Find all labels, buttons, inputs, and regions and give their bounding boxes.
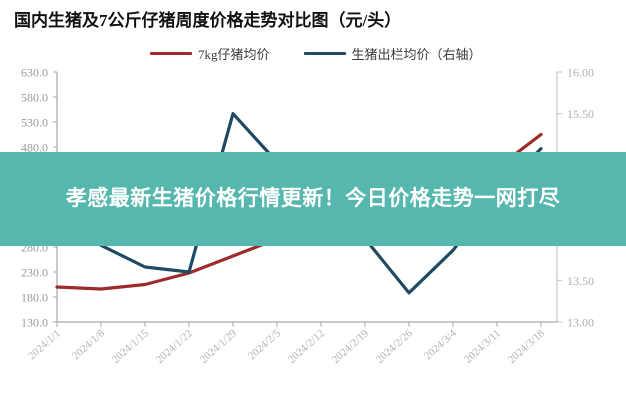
x-axis-tick-label: 2024/1/29	[198, 327, 240, 366]
right-axis-tick-label: 13.00	[567, 316, 594, 330]
legend-label-piglet: 7kg仔猪均价	[198, 47, 270, 62]
left-axis-tick-label: 480.0	[21, 141, 48, 155]
x-axis-tick-label: 2024/3/18	[506, 327, 548, 366]
x-axis-tick-label: 2024/3/4	[422, 327, 459, 362]
x-axis-tick-label: 2024/3/11	[462, 327, 503, 366]
left-axis-tick-label: 630.0	[21, 66, 48, 80]
chart-title: 国内生猪及7公斤仔猪周度价格走势对比图（元/头）	[14, 11, 402, 30]
overlay-headline: 孝感最新生猪价格行情更新！今日价格走势一网打尽	[65, 187, 561, 211]
x-axis-tick-label: 2024/2/26	[374, 327, 416, 366]
left-axis-tick-label: 530.0	[21, 116, 48, 130]
x-axis-tick-label: 2024/1/1	[26, 327, 63, 362]
left-axis-tick-label: 230.0	[21, 266, 48, 280]
x-axis-tick-label: 2024/2/5	[246, 327, 283, 362]
legend-swatch-hog	[303, 52, 346, 55]
right-axis-tick-label: 13.50	[567, 274, 594, 288]
right-axis-tick-label: 16.00	[567, 66, 594, 80]
x-axis-tick-label: 2024/1/22	[154, 327, 195, 366]
left-axis-tick-label: 130.0	[21, 316, 48, 330]
x-axis-tick-label: 2024/1/8	[70, 327, 107, 362]
legend-label-hog: 生猪出栏均价（右轴）	[351, 47, 482, 62]
x-axis-tick-label: 2024/2/19	[330, 327, 372, 366]
left-axis-tick-label: 180.0	[21, 291, 48, 305]
legend-item-piglet[interactable]: 7kg仔猪均价	[150, 44, 270, 63]
legend-item-hog[interactable]: 生猪出栏均价（右轴）	[303, 44, 482, 63]
chart-legend: 7kg仔猪均价 生猪出栏均价（右轴）	[150, 44, 482, 63]
left-axis-tick-label: 580.0	[21, 91, 48, 105]
overlay-banner: 孝感最新生猪价格行情更新！今日价格走势一网打尽	[0, 152, 626, 246]
x-axis-tick-label: 2024/1/15	[110, 327, 152, 366]
right-axis-tick-label: 15.50	[567, 107, 594, 121]
legend-swatch-piglet	[150, 52, 192, 55]
x-axis-tick-label: 2024/2/12	[286, 327, 327, 366]
